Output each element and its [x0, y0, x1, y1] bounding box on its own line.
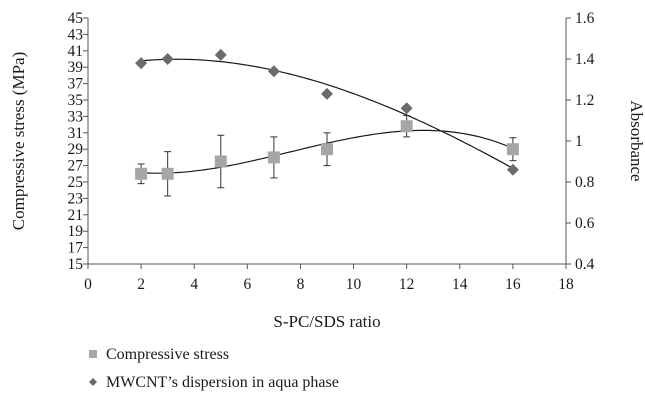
- data-point-square: [135, 167, 148, 180]
- x-axis-tick-labels: 0 2 4 6 8 10 12 14 16 18: [84, 276, 574, 293]
- data-point-square: [321, 143, 333, 156]
- y-right-tick-label: 1.2: [575, 92, 594, 109]
- y-left-tick-label: 37: [68, 76, 84, 93]
- data-markers: [135, 48, 519, 180]
- y-left-tick-label: 39: [68, 59, 84, 76]
- y-left-tick-label: 27: [68, 158, 84, 175]
- y-right-tick-label: 0.8: [575, 174, 595, 191]
- y-left-tick-label: 43: [68, 26, 84, 43]
- x-tick-label: 16: [505, 276, 521, 293]
- y-left-tick-label: 29: [68, 141, 84, 158]
- data-point-square: [161, 167, 174, 180]
- legend: Compressive stress MWCNT’s dispersion in…: [89, 346, 339, 391]
- legend-square-marker-icon: [89, 350, 97, 358]
- x-tick-label: 12: [399, 276, 415, 293]
- x-tick-label: 8: [297, 276, 305, 293]
- y-left-tick-label: 19: [68, 223, 84, 240]
- data-point-diamond: [321, 87, 333, 100]
- x-axis-title: S-PC/SDS ratio: [273, 312, 380, 331]
- data-point-square: [400, 120, 413, 133]
- x-tick-label: 6: [243, 276, 251, 293]
- plot-area: [83, 17, 571, 269]
- data-point-square: [506, 143, 519, 156]
- y-left-tick-label: 35: [68, 92, 84, 109]
- y-right-tick-label: 1.6: [575, 10, 595, 27]
- y-left-tick-label: 17: [68, 240, 84, 257]
- y-left-tick-label: 41: [68, 43, 84, 60]
- legend-item-compressive-stress: Compressive stress: [89, 346, 229, 363]
- y-right-axis-title: Absorbance: [627, 100, 645, 181]
- y-right-tick-labels: 0.4 0.6 0.8 1 1.2 1.4 1.6: [575, 10, 595, 273]
- y-left-tick-label: 21: [68, 207, 84, 224]
- y-right-tick-label: 0.6: [575, 215, 595, 232]
- data-point-diamond: [214, 48, 227, 61]
- y-right-tick-label: 0.4: [575, 256, 595, 273]
- y-left-tick-label: 15: [68, 256, 84, 273]
- x-tick-label: 4: [190, 276, 198, 293]
- y-left-axis-title: Compressive stress (MPa): [9, 52, 28, 230]
- data-point-diamond: [506, 163, 519, 176]
- data-point-diamond: [135, 57, 148, 70]
- data-point-diamond: [267, 65, 280, 78]
- legend-label: Compressive stress: [106, 346, 229, 363]
- data-point-diamond: [400, 102, 413, 115]
- error-bars: [137, 115, 517, 197]
- legend-label: MWCNT’s dispersion in aqua phase: [106, 374, 339, 391]
- y-left-tick-label: 25: [68, 174, 84, 191]
- y-left-tick-label: 31: [68, 125, 84, 142]
- tick-marks: [83, 17, 571, 269]
- data-point-square: [214, 155, 227, 168]
- y-right-tick-label: 1: [575, 133, 583, 150]
- y-left-tick-label: 45: [68, 10, 84, 27]
- y-right-tick-label: 1.4: [575, 51, 595, 68]
- x-tick-label: 10: [346, 276, 362, 293]
- x-tick-label: 14: [452, 276, 468, 293]
- y-left-tick-label: 23: [68, 190, 84, 207]
- data-point-square: [267, 151, 280, 164]
- x-tick-label: 18: [558, 276, 574, 293]
- x-tick-label: 0: [84, 276, 92, 293]
- legend-diamond-marker-icon: [89, 378, 97, 386]
- legend-item-mwcnt-dispersion: MWCNT’s dispersion in aqua phase: [89, 374, 339, 391]
- y-left-tick-label: 33: [68, 108, 84, 125]
- trendline-series-1: [141, 58, 514, 169]
- x-tick-label: 2: [137, 276, 145, 293]
- data-point-diamond: [161, 53, 174, 65]
